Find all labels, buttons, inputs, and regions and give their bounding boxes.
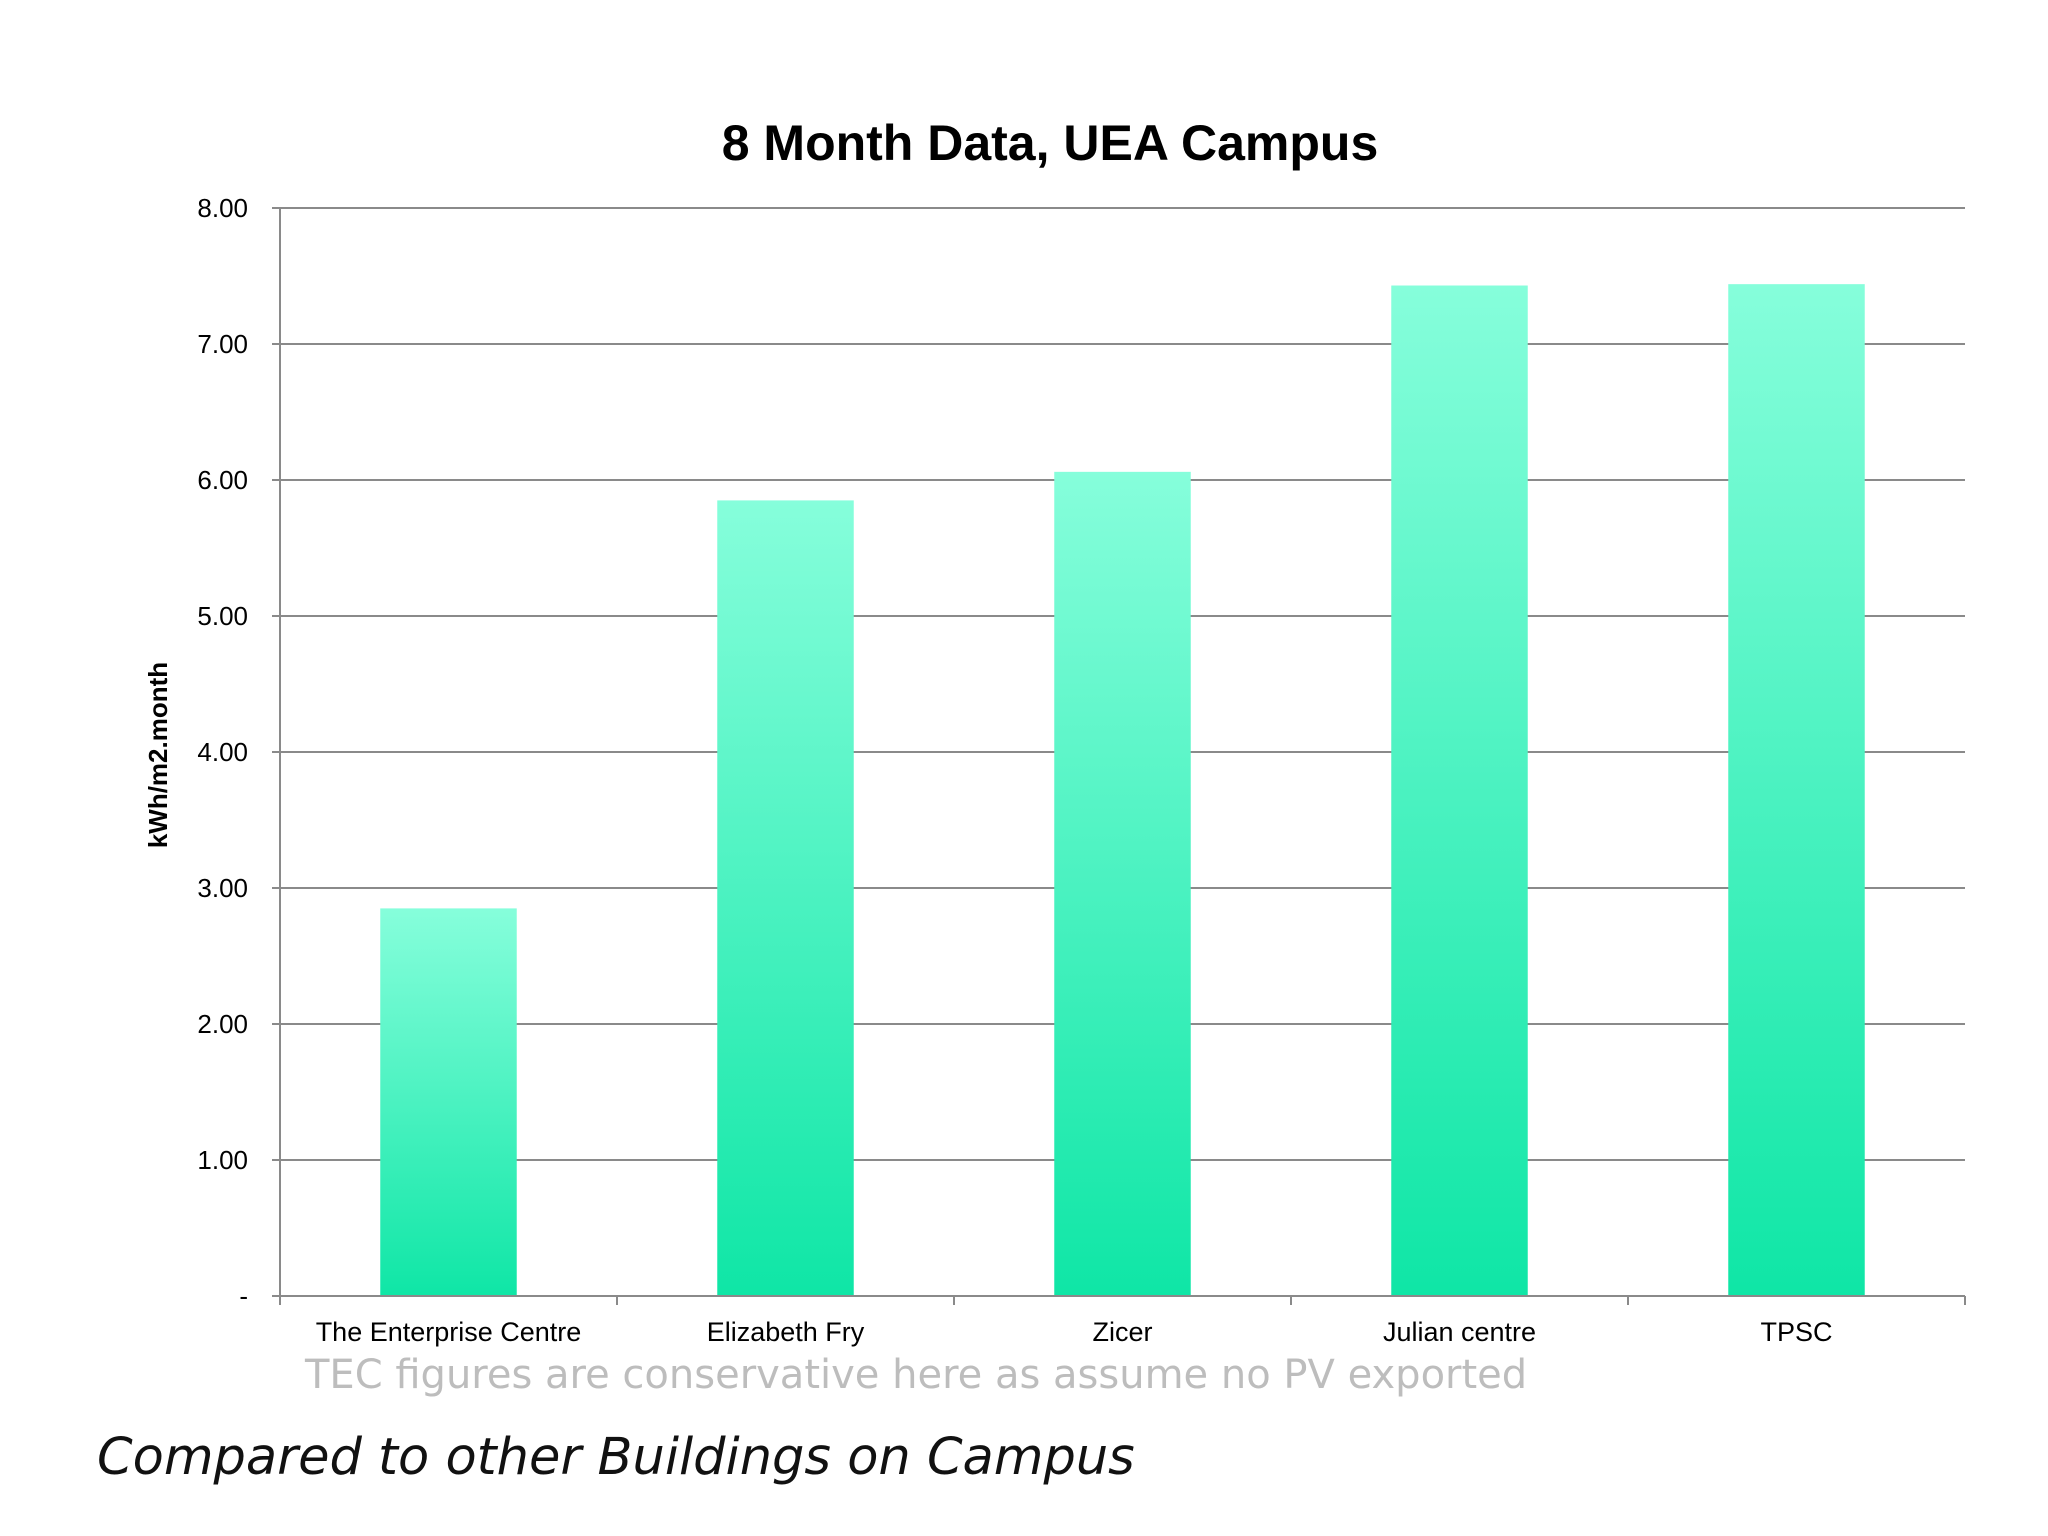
bar [1391, 285, 1528, 1296]
x-category-label: The Enterprise Centre [316, 1317, 582, 1347]
y-tick-label: 3.00 [197, 873, 248, 903]
y-tick-label: 1.00 [197, 1145, 248, 1175]
bar [1054, 471, 1191, 1297]
x-category-label: Zicer [1093, 1317, 1153, 1347]
chart-footnote: TEC figures are conservative here as ass… [305, 1352, 1528, 1398]
bar [717, 500, 854, 1296]
y-tick-label: - [239, 1281, 248, 1311]
y-tick-label: 8.00 [197, 193, 248, 223]
y-tick-label: 4.00 [197, 737, 248, 767]
bar [380, 908, 517, 1296]
x-category-label: TPSC [1760, 1317, 1832, 1347]
x-category-label: Julian centre [1383, 1317, 1536, 1347]
y-axis-label: kWh/m2.month [143, 662, 173, 848]
chart-title: 8 Month Data, UEA Campus [722, 115, 1379, 171]
slide-caption: Compared to other Buildings on Campus [97, 1428, 1135, 1487]
y-tick-label: 5.00 [197, 601, 248, 631]
x-category-label: Elizabeth Fry [707, 1317, 865, 1347]
y-tick-label: 6.00 [197, 465, 248, 495]
y-tick-label: 2.00 [197, 1009, 248, 1039]
bar [1728, 284, 1865, 1296]
y-tick-label: 7.00 [197, 329, 248, 359]
